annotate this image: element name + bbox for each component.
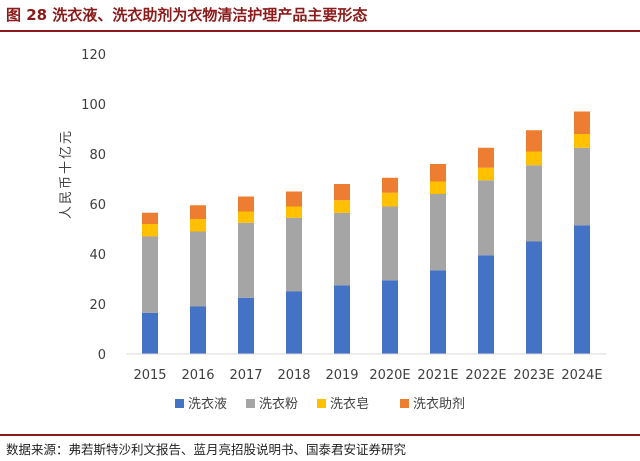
bar-segment-4-2020E: [382, 177, 398, 193]
legend-swatch: [246, 399, 255, 408]
bar-segment-4-2019: [334, 184, 350, 201]
bar-segment-4-2017: [238, 196, 254, 212]
y-tick-label: 20: [89, 298, 106, 313]
bar-segment-2-2020E: [382, 206, 398, 281]
y-tick-label: 60: [89, 198, 106, 213]
bar-segment-4-2016: [190, 205, 206, 219]
bar-segment-3-2018: [286, 206, 302, 218]
x-tick-label: 2018: [277, 368, 310, 383]
legend-label: 洗衣液: [188, 396, 227, 412]
bar-segment-4-2015: [142, 212, 158, 224]
bar-segment-1-2017: [238, 297, 254, 354]
x-axis-ticks: 2015 2016 2017 2018 2019 2020E 2021E 2022E 2023E…: [133, 368, 602, 383]
x-tick-label: 2020E: [369, 368, 410, 383]
bar-segment-2-2022E: [478, 180, 494, 256]
bar-segment-3-2023E: [526, 151, 542, 166]
x-tick-label: 2024E: [561, 368, 602, 383]
bar-segment-3-2016: [190, 219, 206, 232]
y-tick-label: 0: [98, 348, 106, 363]
bar-segment-3-2019: [334, 200, 350, 213]
bar-segment-2-2017: [238, 222, 254, 298]
bar-segment-2-2019: [334, 212, 350, 286]
bar-segment-1-2019: [334, 285, 350, 354]
figure-title: 图 28 洗衣液、洗衣助剂为衣物清洁护理产品主要形态: [6, 6, 368, 24]
bar-stacks: [142, 111, 590, 354]
bar-segment-1-2021E: [430, 270, 446, 354]
bar-segment-3-2024E: [574, 134, 590, 148]
bar-segment-1-2024E: [574, 225, 590, 354]
bar-segment-4-2018: [286, 191, 302, 207]
bar-segment-1-2022E: [478, 255, 494, 354]
stacked-bar-chart: 0 20 40 60 80 100 120 2015 2016 2017 2018 2019 2020…: [59, 48, 606, 412]
x-tick-label: 2017: [229, 368, 262, 383]
legend-swatch: [400, 399, 409, 408]
bar-segment-1-2015: [142, 312, 158, 354]
legend-swatch: [175, 399, 184, 408]
bar-segment-1-2020E: [382, 280, 398, 354]
x-tick-label: 2022E: [465, 368, 506, 383]
bar-segment-3-2020E: [382, 192, 398, 207]
bar-segment-2-2021E: [430, 194, 446, 271]
legend-label: 洗衣粉: [259, 396, 298, 412]
bar-segment-4-2021E: [430, 164, 446, 182]
bar-segment-3-2022E: [478, 167, 494, 181]
x-tick-label: 2023E: [513, 368, 554, 383]
y-tick-label: 40: [89, 248, 106, 263]
x-tick-label: 2021E: [417, 368, 458, 383]
y-tick-label: 100: [81, 98, 106, 113]
bar-segment-4-2023E: [526, 130, 542, 152]
bar-segment-1-2016: [190, 306, 206, 354]
bar-segment-4-2022E: [478, 147, 494, 168]
x-tick-label: 2015: [133, 368, 166, 383]
bar-segment-1-2018: [286, 291, 302, 354]
x-tick-label: 2019: [325, 368, 358, 383]
bar-segment-2-2015: [142, 236, 158, 313]
bar-segment-2-2024E: [574, 147, 590, 226]
bar-segment-3-2017: [238, 211, 254, 223]
bar-segment-1-2023E: [526, 241, 542, 354]
source-rule: [0, 434, 640, 436]
y-tick-label: 120: [81, 48, 106, 63]
bar-segment-2-2018: [286, 217, 302, 292]
legend-label: 洗衣助剂: [413, 396, 465, 412]
bar-segment-2-2016: [190, 231, 206, 307]
x-tick-label: 2016: [181, 368, 214, 383]
legend-swatch: [317, 399, 326, 408]
source-note: 数据来源：弗若斯特沙利文报告、蓝月亮招股说明书、国泰君安证券研究: [6, 442, 407, 457]
legend: 洗衣液 洗衣粉 洗衣皂 洗衣助剂: [175, 396, 465, 412]
legend-label: 洗衣皂: [330, 396, 369, 412]
bar-segment-3-2015: [142, 224, 158, 237]
bar-segment-4-2024E: [574, 111, 590, 134]
y-tick-label: 80: [89, 148, 106, 163]
y-axis-ticks: 0 20 40 60 80 100 120: [81, 48, 106, 363]
title-rule: [0, 30, 640, 32]
bar-segment-2-2023E: [526, 165, 542, 242]
bar-segment-3-2021E: [430, 181, 446, 194]
y-axis-label: 人民币十亿元: [59, 129, 74, 219]
